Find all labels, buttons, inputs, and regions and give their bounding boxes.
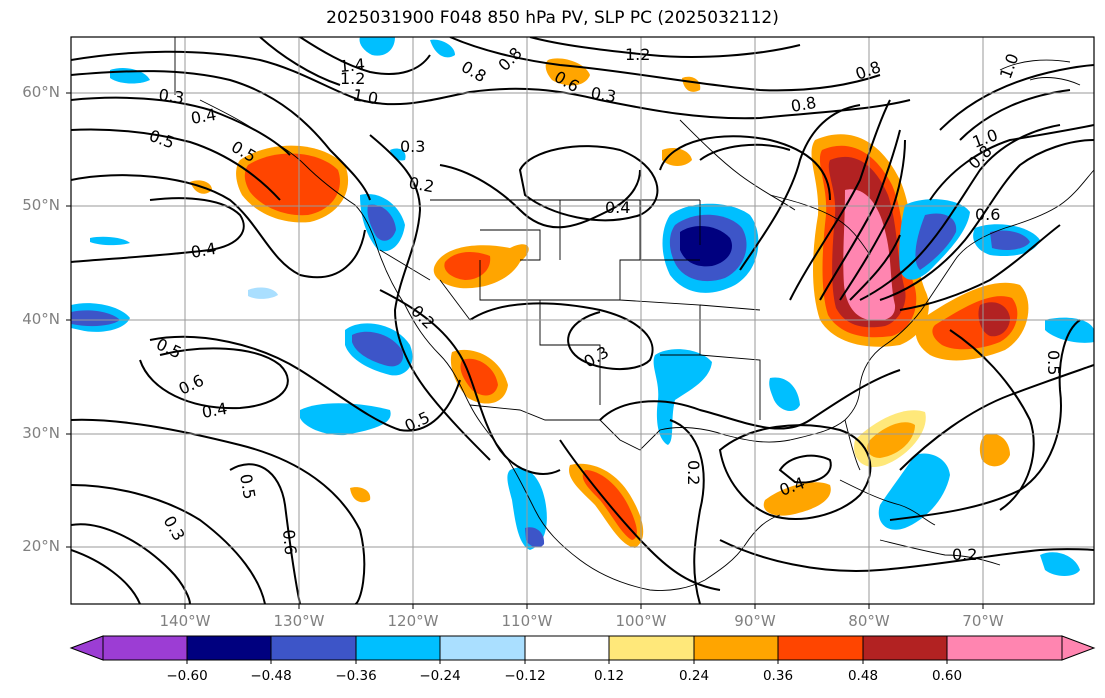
contour-label: 0.4 xyxy=(189,239,217,262)
colorbar-bin xyxy=(355,635,441,661)
contour-label: 0.6 xyxy=(279,529,300,556)
contour-label: 1.2 xyxy=(625,45,650,64)
map-title: 2025031900 F048 850 hPa PV, SLP PC (2025… xyxy=(326,8,779,28)
colorbar-bin xyxy=(946,635,1063,661)
colorbar-tick-label: −0.36 xyxy=(335,668,377,684)
colorbar-tick-label: 0.24 xyxy=(678,668,710,684)
contour-label: 1.2 xyxy=(340,69,365,88)
colorbar-extend-low xyxy=(69,635,104,661)
colorbar-tick-label: 0.60 xyxy=(931,668,963,684)
ticks xyxy=(66,92,984,609)
lon-label: 120°W xyxy=(387,612,439,630)
contour-label: 0.3 xyxy=(589,83,617,106)
contour-label: 0.8 xyxy=(789,93,817,116)
colorbar-bin xyxy=(270,635,357,661)
contour-label: 0.5 xyxy=(1044,350,1063,375)
contour-label: 0.2 xyxy=(952,545,977,564)
contour-label: 1.4 xyxy=(339,55,366,76)
contour-label: 1.0 xyxy=(351,85,379,108)
colorbar-bin xyxy=(524,635,610,661)
colorbar-tick-label: −0.12 xyxy=(504,668,546,684)
contour-label: 0.2 xyxy=(407,173,435,196)
colorbar-tick-label: 0.48 xyxy=(847,668,879,684)
coastlines xyxy=(174,37,1094,591)
contour-label: 0.4 xyxy=(189,105,217,128)
slp-contours xyxy=(71,37,1094,604)
lat-label: 60°N xyxy=(22,83,60,101)
contour-label: 0.4 xyxy=(605,198,630,217)
lon-label: 100°W xyxy=(615,612,667,630)
colorbar-extend-high xyxy=(1061,635,1096,661)
colorbar xyxy=(69,635,1096,664)
colorbar-tick-label: 0.12 xyxy=(593,668,625,684)
lon-label: 130°W xyxy=(273,612,325,630)
lat-label: 40°N xyxy=(22,310,60,328)
contour-label: 0.4 xyxy=(200,399,228,422)
gridlines xyxy=(71,37,1094,604)
colorbar-bin xyxy=(862,635,948,661)
lon-label: 80°W xyxy=(848,612,890,630)
contour-label: 0.5 xyxy=(236,472,259,500)
colorbar-bin xyxy=(693,635,779,661)
contour-label: 0.3 xyxy=(400,137,425,156)
colorbar-tick-label: 0.36 xyxy=(762,668,794,684)
lat-label: 20°N xyxy=(22,537,60,555)
lon-label: 70°W xyxy=(962,612,1004,630)
colorbar-bin xyxy=(608,635,695,661)
lon-label: 140°W xyxy=(159,612,211,630)
colorbar-tick-label: −0.48 xyxy=(250,668,292,684)
lat-label: 30°N xyxy=(22,424,60,442)
lat-label: 50°N xyxy=(22,196,60,214)
colorbar-bin xyxy=(439,635,526,661)
colorbar-bin xyxy=(186,635,272,661)
lon-label: 90°W xyxy=(734,612,776,630)
lon-label: 110°W xyxy=(501,612,553,630)
colorbar-tick-label: −0.60 xyxy=(166,668,208,684)
contour-label: 0.3 xyxy=(157,85,185,107)
colorbar-bin xyxy=(102,635,188,661)
contour-label: 0.2 xyxy=(684,460,703,485)
colorbar-bin xyxy=(777,635,864,661)
contour-label: 0.6 xyxy=(975,205,1000,224)
colorbar-tick-label: −0.24 xyxy=(419,668,461,684)
